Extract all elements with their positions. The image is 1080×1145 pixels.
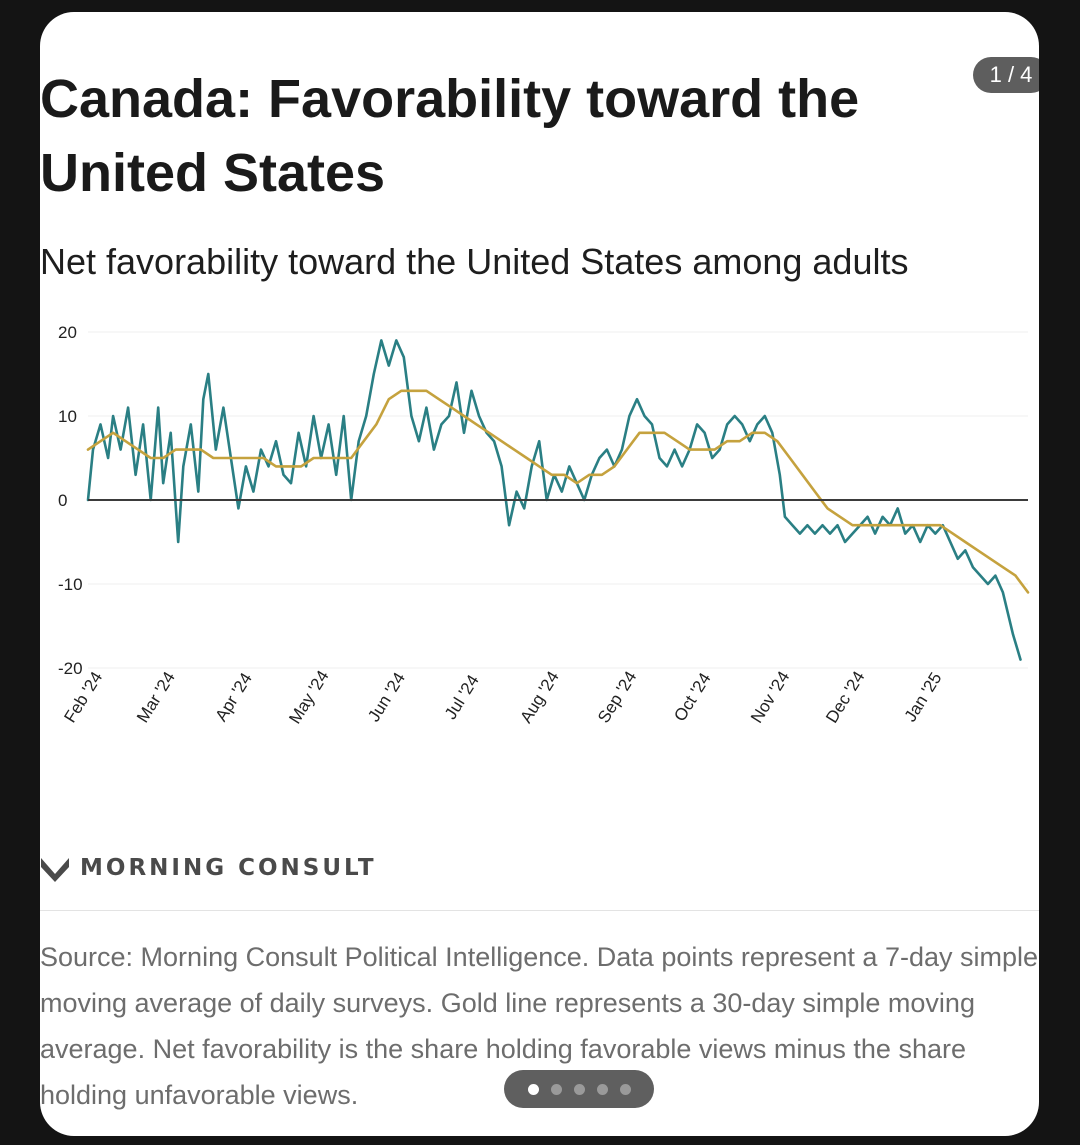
pager-dot[interactable] <box>527 1083 539 1095</box>
pager-dot[interactable] <box>550 1083 562 1095</box>
pager-dot[interactable] <box>619 1083 631 1095</box>
brand-logo: MORNING CONSULT <box>40 848 377 888</box>
x-tick-label: Aug '24 <box>516 668 562 727</box>
x-tick-label: May '24 <box>285 667 332 727</box>
x-tick-label: Nov '24 <box>747 668 793 727</box>
y-tick-label: 20 <box>58 323 77 342</box>
morning-consult-logo-icon <box>41 858 69 882</box>
series-line-30-day <box>86 389 1030 594</box>
x-tick-label: Sep '24 <box>594 668 640 727</box>
brand-name: MORNING CONSULT <box>80 855 377 881</box>
x-tick-label: Jul '24 <box>441 671 483 722</box>
x-tick-label: Jan '25 <box>901 669 946 725</box>
x-tick-label: Oct '24 <box>670 669 714 724</box>
chart-title: Canada: Favorability toward the United S… <box>40 69 860 203</box>
carousel-pager[interactable] <box>504 1070 654 1108</box>
source-note: Source: Morning Consult Political Intell… <box>40 942 1039 1110</box>
x-tick-label: Mar '24 <box>133 668 179 726</box>
y-tick-label: -10 <box>58 575 83 594</box>
pager-dot[interactable] <box>596 1083 608 1095</box>
y-tick-label: 0 <box>58 491 67 510</box>
x-tick-label: Dec '24 <box>822 668 868 727</box>
chart-subtitle: Net favorability toward the United State… <box>40 241 909 282</box>
y-tick-label: 10 <box>58 407 77 426</box>
image-counter-badge: 1 / 4 <box>973 57 1039 93</box>
pager-dot[interactable] <box>573 1083 585 1095</box>
x-tick-label: Jun '24 <box>364 669 409 725</box>
post-card: 1 / 4 Canada: Favorability toward the Un… <box>40 12 1039 1136</box>
x-tick-label: Apr '24 <box>212 669 256 724</box>
y-tick-label: -20 <box>58 659 83 678</box>
divider <box>40 910 1039 911</box>
